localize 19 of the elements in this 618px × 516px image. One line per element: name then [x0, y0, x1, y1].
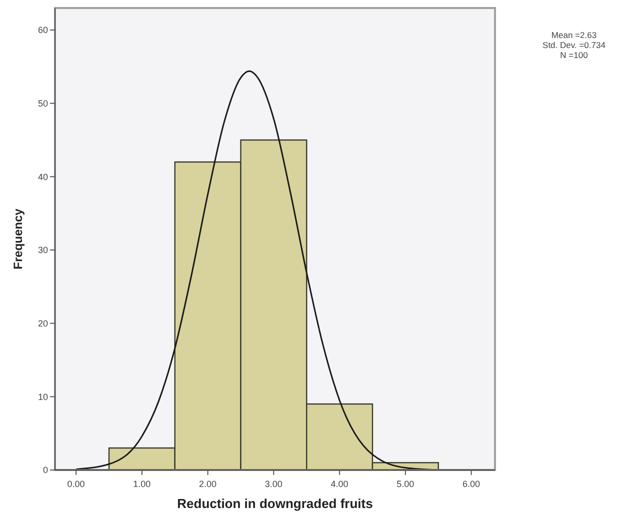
- y-tick-label: 40: [38, 172, 48, 182]
- y-tick-label: 30: [38, 245, 48, 256]
- y-tick-label: 50: [38, 98, 48, 108]
- x-tick-label: 0.00: [67, 479, 85, 489]
- x-tick-label: 3.00: [264, 479, 282, 489]
- y-tick-label: 10: [38, 392, 48, 402]
- y-tick-label: 0: [42, 465, 48, 476]
- y-tick-label: 20: [38, 318, 48, 328]
- x-axis-title: Reduction in downgraded fruits: [177, 496, 373, 511]
- x-tick-label: 2.00: [199, 479, 217, 489]
- text: Mean =2.63: [551, 30, 597, 40]
- x-tick-label: 4.00: [330, 479, 348, 489]
- x-tick-label: 6.00: [462, 479, 480, 489]
- text: Std. Dev. =0.734: [542, 40, 606, 50]
- y-tick-label: 60: [38, 25, 48, 36]
- x-tick-label: 1.00: [133, 479, 151, 489]
- x-tick-label: 5.00: [396, 479, 414, 489]
- y-axis-title: Frequency: [11, 208, 25, 270]
- text: N =100: [560, 50, 588, 60]
